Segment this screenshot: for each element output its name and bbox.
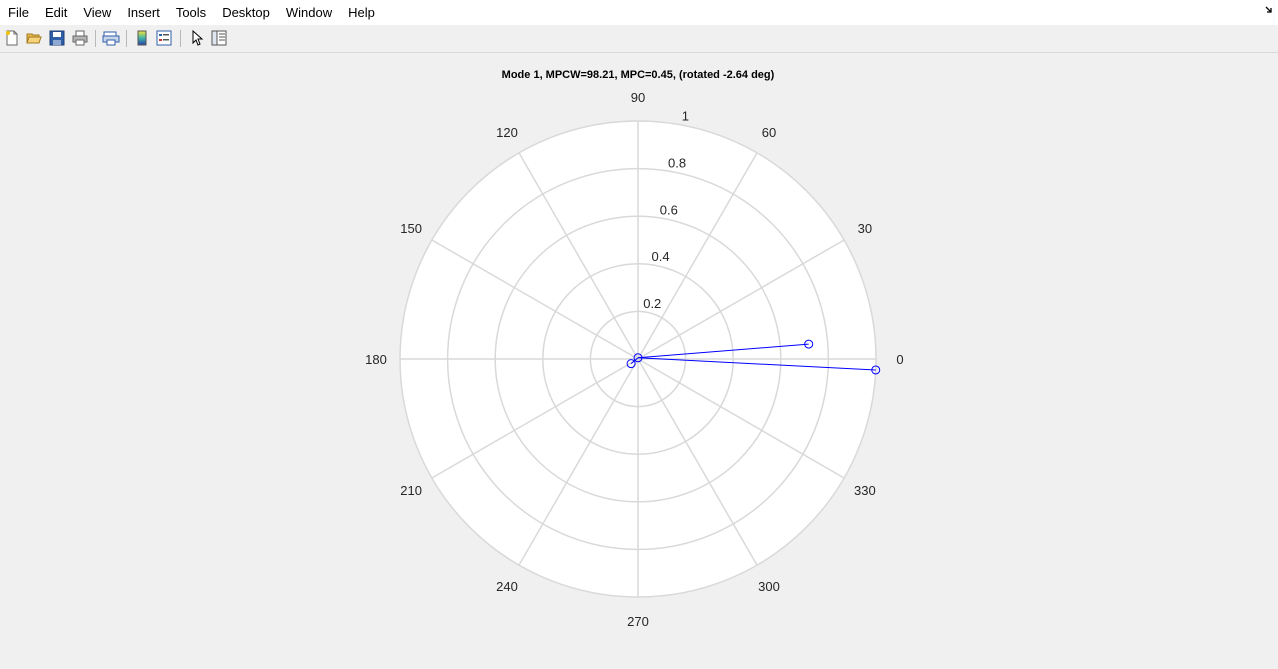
axis-labels: 0.2 0.4 0.6 0.8 1 0 30 60 90 120 150 180 210 240 270 30…	[365, 90, 903, 629]
data-series	[626, 339, 881, 375]
theta-gridline	[431, 239, 639, 360]
chart-title: Mode 1, MPCW=98.21, MPC=0.45, (rotated -…	[502, 69, 775, 81]
theta-gridline	[637, 358, 758, 566]
theta-gridline	[637, 152, 758, 360]
toolbar	[0, 25, 1278, 53]
series-line	[637, 343, 809, 359]
edit-plot-pointer-icon[interactable]	[186, 28, 206, 48]
theta-tick-label: 240	[496, 579, 518, 594]
r-tick-label: 0.6	[660, 202, 678, 217]
menu-insert[interactable]: Insert	[127, 5, 160, 20]
theta-tick-label: 90	[631, 90, 645, 105]
theta-tick-label: 150	[400, 221, 422, 236]
menu-tools[interactable]: Tools	[175, 5, 207, 20]
figure-area: Mode 1, MPCW=98.21, MPC=0.45, (rotated -…	[0, 53, 1278, 664]
theta-tick-label: 270	[627, 614, 649, 629]
r-gridline	[542, 263, 734, 455]
r-gridline	[589, 310, 687, 408]
series-line	[637, 357, 876, 371]
r-gridline	[446, 167, 830, 551]
theta-tick-label: 120	[496, 125, 518, 140]
r-tick-label: 0.8	[668, 155, 686, 170]
theta-tick-label: 60	[762, 125, 776, 140]
theta-tick-label: 210	[400, 483, 422, 498]
save-icon[interactable]	[47, 28, 67, 48]
data-point	[804, 339, 814, 349]
r-tick-label: 0.2	[643, 296, 661, 311]
polar-grid	[399, 120, 877, 598]
colorbar-icon[interactable]	[132, 28, 152, 48]
property-inspector-icon[interactable]	[209, 28, 229, 48]
theta-tick-label: 30	[858, 221, 872, 236]
theta-gridline	[518, 152, 639, 360]
theta-tick-label: 300	[758, 579, 780, 594]
theta-gridline	[637, 239, 845, 360]
theta-tick-label: 0	[896, 352, 903, 367]
print-icon[interactable]	[70, 28, 90, 48]
toolbar-separator	[126, 30, 127, 47]
toolbar-separator	[180, 30, 181, 47]
theta-gridline	[431, 358, 639, 479]
r-gridline	[399, 120, 877, 598]
r-tick-label: 1	[682, 109, 689, 124]
data-point	[871, 365, 881, 375]
menu-window[interactable]: Window	[285, 5, 333, 20]
theta-tick-label: 330	[854, 483, 876, 498]
polar-plot[interactable]: Mode 1, MPCW=98.21, MPC=0.45, (rotated -…	[0, 53, 1278, 664]
menu-bar: File Edit View Insert Tools Desktop Wind…	[0, 0, 1278, 25]
legend-icon[interactable]	[154, 28, 174, 48]
menu-view[interactable]: View	[83, 5, 112, 20]
r-gridline	[494, 215, 782, 503]
series-line	[630, 357, 639, 365]
menu-file[interactable]: File	[8, 5, 29, 20]
new-figure-icon[interactable]	[2, 28, 22, 48]
theta-gridline	[518, 358, 639, 566]
data-point	[626, 359, 636, 369]
data-point	[633, 353, 643, 363]
open-icon[interactable]	[24, 28, 44, 48]
dock-arrow-icon[interactable]	[1264, 5, 1274, 18]
menu-help[interactable]: Help	[348, 5, 375, 20]
menu-desktop[interactable]: Desktop	[222, 5, 270, 20]
print-preview-icon[interactable]	[101, 28, 121, 48]
theta-gridline	[637, 358, 845, 479]
toolbar-separator	[95, 30, 96, 47]
theta-tick-label: 180	[365, 352, 387, 367]
r-tick-label: 0.4	[651, 249, 669, 264]
menu-edit[interactable]: Edit	[44, 5, 68, 20]
